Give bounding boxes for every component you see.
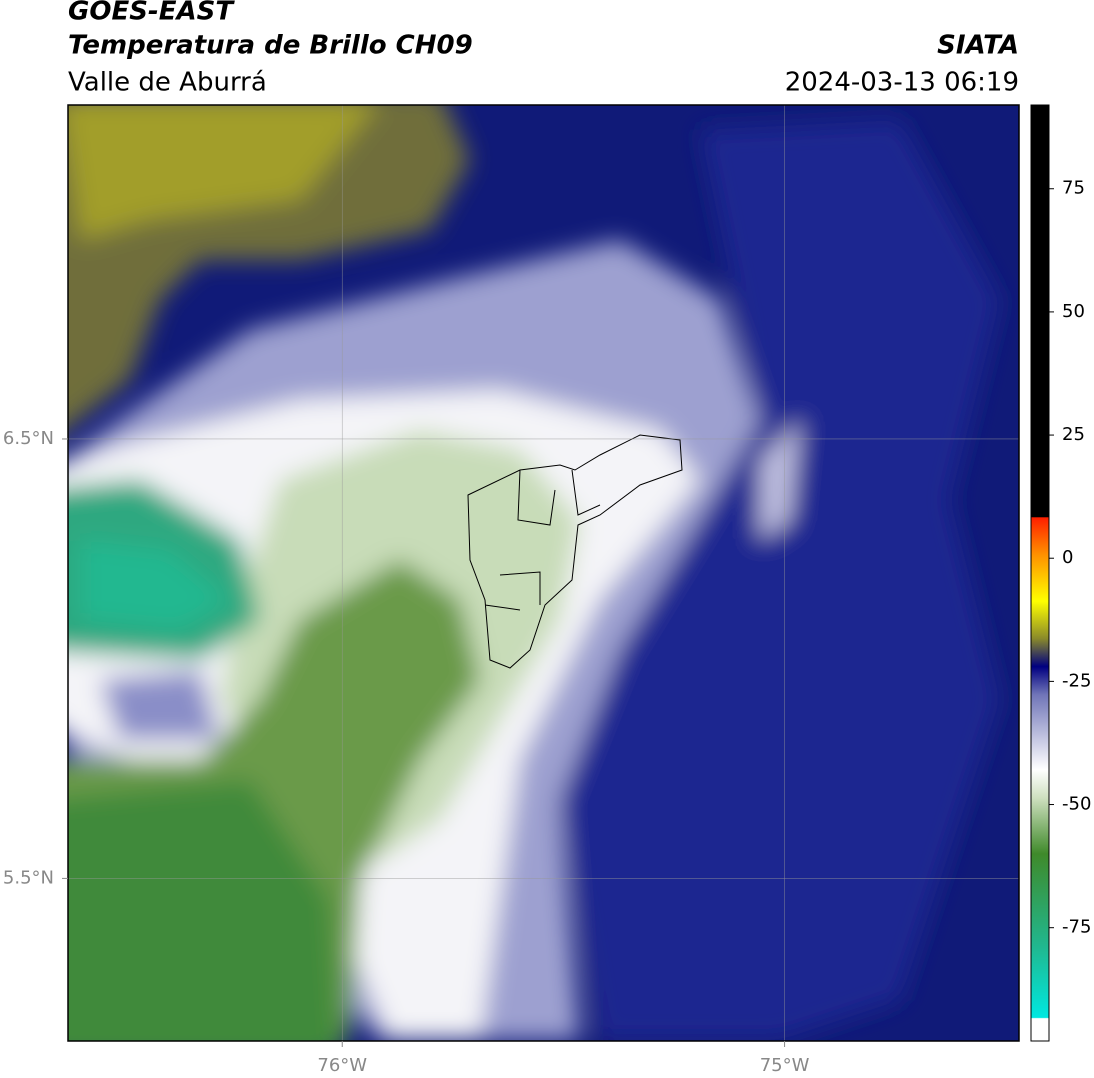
- colorbar-label: 25: [1062, 424, 1085, 445]
- colorbar-label: 50: [1062, 301, 1085, 322]
- subtitle: Temperatura de Brillo CH09: [68, 31, 473, 61]
- timestamp: 2024-03-13 06:19: [785, 68, 1019, 98]
- title: GOES-EAST: [68, 0, 235, 27]
- colorbar-label: 0: [1062, 547, 1073, 568]
- region: Valle de Aburrá: [68, 68, 267, 98]
- source: SIATA: [937, 31, 1019, 61]
- map-frame: [67, 104, 1020, 1042]
- satellite-image: [68, 105, 1019, 1041]
- colorbar-label: -75: [1062, 917, 1091, 938]
- colorbar-label: -50: [1062, 794, 1091, 815]
- lon-label: 76°W: [317, 1055, 367, 1076]
- colorbar-label: 75: [1062, 178, 1085, 199]
- basin-outline: [467, 434, 683, 669]
- colorbar: [1030, 104, 1050, 1042]
- lat-label: 5.5°N: [3, 867, 54, 888]
- lat-label: 6.5°N: [3, 428, 54, 449]
- colorbar-label: -25: [1062, 670, 1091, 691]
- lon-label: 75°W: [760, 1055, 810, 1076]
